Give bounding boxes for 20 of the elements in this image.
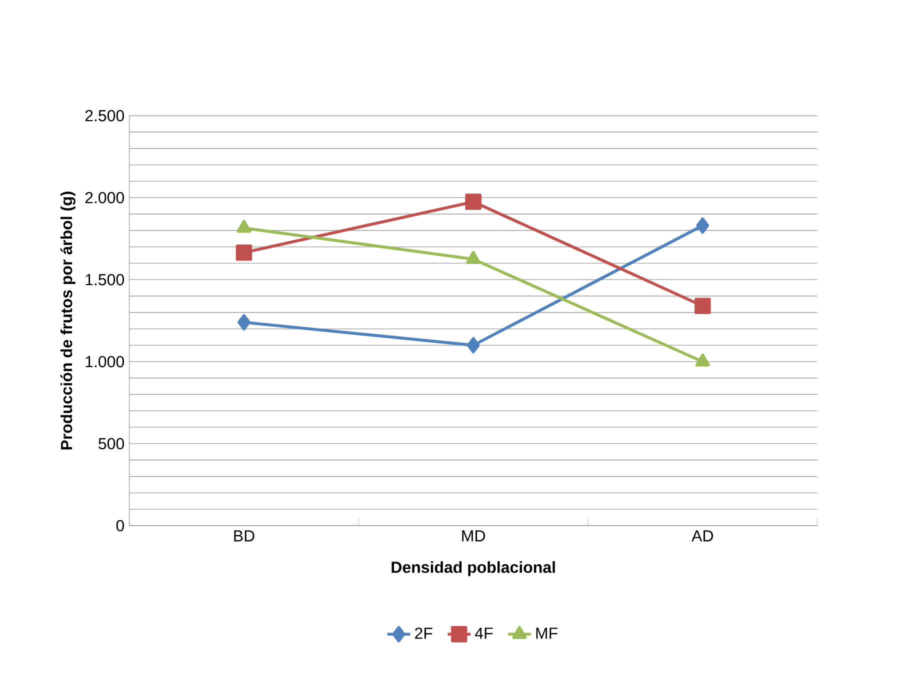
point: [694, 298, 711, 314]
y-tick-label: 500: [98, 438, 124, 450]
point: [696, 217, 710, 234]
x-tick-label: MD: [462, 530, 486, 542]
point: [465, 194, 482, 210]
y-tick-label: 2.000: [85, 192, 124, 204]
legend-label: 4F: [475, 628, 493, 639]
x-tick-label: AD: [692, 530, 714, 542]
y-tick-label: 2.500: [85, 110, 124, 122]
legend-label: MF: [536, 628, 558, 639]
y-tick-label: 0: [116, 520, 124, 532]
point: [466, 337, 480, 354]
x-axis-title: Densidad poblacional: [392, 561, 555, 576]
x-tick-label: BD: [234, 530, 254, 542]
y-tick-label: 1.000: [86, 356, 124, 368]
legend-label: 2F: [415, 628, 432, 639]
y-tick-label: 1.500: [86, 274, 124, 286]
point: [238, 314, 250, 330]
y-axis-title: Producción de frutos por árbol (g): [60, 192, 76, 450]
point: [236, 244, 252, 261]
